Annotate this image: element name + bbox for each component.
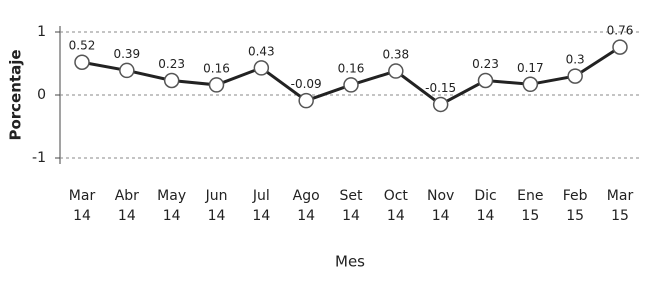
data-label: 0.16 [203,61,230,75]
data-label: 0.23 [158,57,185,71]
marker [432,96,449,113]
marker [388,63,404,79]
line [81,45,621,107]
x-tick-label: Feb 15 [562,188,588,224]
data-label: 0.52 [69,39,96,53]
x-tick-label: Jun 14 [205,188,228,224]
y-tick-label: -1 [32,150,46,166]
x-tick-label: Set 14 [339,188,363,224]
x-tick-label: Ene 15 [517,188,544,224]
x-tick-label: Mar 14 [68,188,96,224]
x-tick-label: May 14 [157,188,187,224]
data-label: 0.43 [248,44,275,58]
data-label: 0.17 [517,61,544,75]
marker [74,54,90,70]
y-axis-title: Porcentaje [7,49,25,140]
marker [567,68,583,84]
x-tick-label: Ago 14 [292,188,320,224]
data-label: 0.38 [382,48,409,62]
marker [522,76,539,93]
x-tick-label: Dic 14 [474,188,497,224]
x-tick-label: Abr 14 [114,188,139,224]
y-tick-label: 1 [37,24,46,40]
marker [253,60,270,76]
x-tick-label: Nov 14 [426,188,455,224]
data-label: 0.23 [472,57,499,71]
data-label: -0.15 [425,81,456,95]
marker [612,39,628,55]
marker [343,77,359,93]
data-label: 0.39 [113,47,140,61]
data-label: 0.3 [566,53,585,67]
x-tick-label: Oct 14 [383,188,408,224]
marker [119,62,135,79]
data-label: -0.09 [291,77,322,91]
data-label: 0.16 [338,61,365,75]
x-tick-label: Mar 15 [606,188,634,224]
x-tick-label: Jul 14 [252,188,271,224]
data-label: 0.76 [607,24,634,38]
marker [208,77,225,93]
y-tick-label: 0 [37,87,46,103]
marker [163,72,180,89]
marker [477,72,494,89]
x-axis-title: Mes [335,253,365,271]
marker [298,92,314,109]
